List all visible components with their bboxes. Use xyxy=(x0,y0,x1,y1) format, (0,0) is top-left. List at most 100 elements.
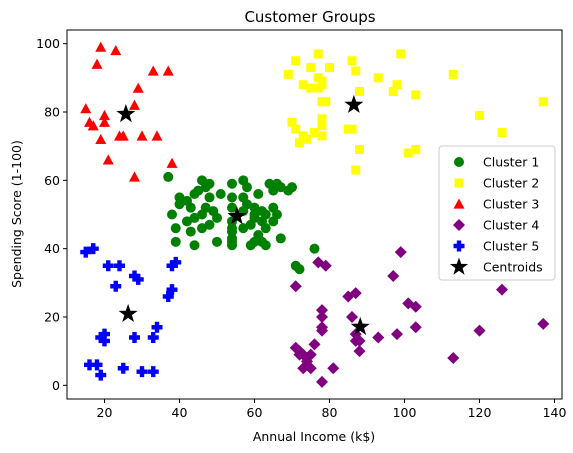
data-point xyxy=(91,359,103,371)
legend-box xyxy=(438,145,556,281)
data-point xyxy=(253,189,264,199)
data-point xyxy=(166,284,178,296)
data-point xyxy=(409,300,422,313)
data-point xyxy=(166,157,178,168)
data-point xyxy=(215,189,226,199)
centroid-marker xyxy=(350,316,370,335)
data-point xyxy=(388,87,398,96)
legend-label: Cluster 3 xyxy=(483,197,539,212)
data-point xyxy=(182,216,192,227)
chart-title: Customer Groups xyxy=(244,8,375,26)
data-point xyxy=(147,366,159,378)
data-point xyxy=(227,226,237,237)
data-point xyxy=(537,317,550,330)
plot-frame xyxy=(66,29,563,400)
data-point xyxy=(249,212,260,223)
series-cluster-1 xyxy=(163,171,320,275)
data-point xyxy=(170,236,181,247)
data-point xyxy=(316,324,328,337)
legend-marker xyxy=(453,219,465,231)
data-point xyxy=(308,338,321,351)
data-point xyxy=(185,226,196,237)
data-point xyxy=(298,80,308,90)
data-point xyxy=(306,83,316,93)
data-point xyxy=(163,171,174,182)
series-cluster-5 xyxy=(80,243,182,381)
data-point xyxy=(306,63,316,73)
series-cluster-3 xyxy=(80,41,178,182)
data-point xyxy=(189,240,200,251)
legend-label: Cluster 4 xyxy=(483,218,539,233)
data-point xyxy=(200,202,211,213)
data-point xyxy=(321,97,331,107)
data-point xyxy=(80,246,92,258)
data-point xyxy=(99,116,110,127)
data-point xyxy=(497,128,507,137)
data-point xyxy=(316,311,328,323)
data-point xyxy=(309,243,320,254)
data-point xyxy=(295,138,304,148)
x-tick-label: 60 xyxy=(247,405,263,420)
data-point xyxy=(132,273,144,285)
data-point xyxy=(212,236,222,247)
data-point xyxy=(355,145,364,155)
legend-marker xyxy=(453,198,465,209)
series-centroids xyxy=(116,94,370,335)
data-point xyxy=(102,260,114,272)
data-point xyxy=(204,178,215,189)
data-point xyxy=(310,128,319,137)
data-point xyxy=(275,182,286,193)
data-point xyxy=(132,82,144,93)
y-axis-ticks: 0 20 40 60 80 100 xyxy=(36,36,67,393)
data-point xyxy=(289,280,302,293)
data-point xyxy=(174,199,185,210)
data-point xyxy=(129,171,140,182)
data-point xyxy=(185,202,196,213)
data-point xyxy=(396,49,406,59)
data-point xyxy=(373,73,383,83)
data-point xyxy=(242,199,252,210)
x-tick-label: 120 xyxy=(468,405,492,420)
data-point xyxy=(227,240,237,251)
centroid-marker xyxy=(118,303,138,323)
centroid-marker xyxy=(116,104,136,123)
data-point xyxy=(227,202,237,213)
series-cluster-4 xyxy=(289,246,550,388)
data-point xyxy=(212,212,222,223)
data-point xyxy=(351,165,361,175)
data-point xyxy=(110,280,122,292)
points-layer xyxy=(80,41,550,388)
series-cluster-2 xyxy=(283,49,548,175)
data-point xyxy=(162,65,174,76)
y-tick-label: 100 xyxy=(36,36,60,51)
data-point xyxy=(162,291,174,302)
data-point xyxy=(538,97,548,107)
data-point xyxy=(448,69,458,79)
x-tick-label: 20 xyxy=(97,405,113,420)
data-point xyxy=(304,362,317,375)
data-point xyxy=(275,233,286,244)
data-point xyxy=(227,192,237,203)
data-point xyxy=(403,148,413,158)
data-point xyxy=(313,49,323,59)
data-point xyxy=(302,134,312,144)
data-point xyxy=(260,209,271,220)
data-point xyxy=(117,130,129,141)
data-point xyxy=(327,362,340,375)
data-point xyxy=(260,240,271,251)
data-point xyxy=(166,260,178,272)
y-tick-label: 20 xyxy=(44,310,60,325)
x-axis-ticks: 20 40 60 80 100 120 140 xyxy=(97,399,566,420)
data-point xyxy=(189,212,200,223)
data-point xyxy=(353,334,366,347)
data-point xyxy=(129,332,140,343)
data-point xyxy=(147,332,159,343)
data-point xyxy=(351,66,361,76)
y-axis-label: Spending Score (1-100) xyxy=(9,140,24,288)
data-point xyxy=(87,243,99,255)
data-point xyxy=(84,359,95,371)
y-tick-label: 80 xyxy=(44,105,60,120)
legend-label: Centroids xyxy=(483,260,543,275)
x-axis-label: Annual Income (k$) xyxy=(253,429,375,444)
